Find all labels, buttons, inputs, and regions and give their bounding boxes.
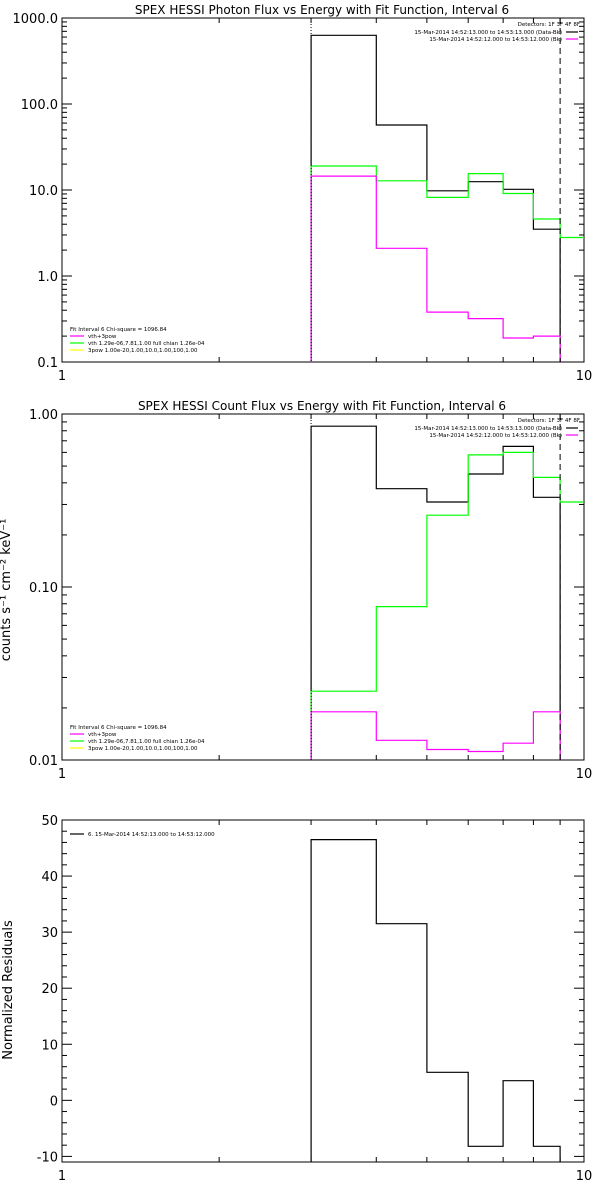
legend-entry-label: vth 1.29e-06,7.81,1.00 full chian 1.26e-… — [88, 739, 205, 745]
legend-entry-label: 15-Mar-2014 14:52:13.000 to 14:53:13.000… — [414, 426, 562, 432]
legend-detectors-1: Detectors: 1F 3F 4F 8F 15-Mar-2014 14:52:… — [414, 22, 580, 43]
y-tick-label: 1000.0 — [13, 12, 59, 27]
series-line-0 — [310, 839, 561, 1162]
series-line-0 — [310, 425, 561, 760]
legend-entry-label: 3pow 1.00e-20,1.00,10.0,1.00,100,1.00 — [88, 746, 198, 752]
chart-title-1: SPEX HESSI Photon Flux vs Energy with Fi… — [135, 3, 509, 17]
plot-frame-3 — [61, 819, 585, 1163]
y-tick-label: 20 — [41, 982, 58, 997]
y-tick-label: 100.0 — [21, 98, 58, 113]
series-line-1 — [310, 165, 584, 362]
legend-entry-label: 15-Mar-2014 14:52:13.000 to 14:53:13.000… — [414, 30, 562, 36]
legend-header: Detectors: 1F 3F 4F 8F — [518, 22, 580, 28]
chart-title-2: SPEX HESSI Count Flux vs Energy with Fit… — [138, 399, 506, 413]
x-tick-label: 10 — [576, 767, 593, 782]
panel-photon-flux: SPEX HESSI Photon Flux vs Energy with Fi… — [13, 3, 593, 384]
series-line-2 — [310, 175, 561, 362]
plot-border — [61, 17, 585, 363]
x-tick-label: 1 — [58, 1169, 66, 1184]
panel-count-flux: SPEX HESSI Count Flux vs Energy with Fit… — [0, 399, 592, 782]
series-group-2 — [310, 425, 584, 760]
reference-lines-2 — [310, 414, 561, 760]
legend-fit-2: Fit Interval 6 Chi-square = 1096.84vth+3… — [70, 725, 205, 752]
series-line-2 — [310, 711, 561, 760]
y-tick-label: 10 — [41, 1038, 58, 1053]
y-tick-label: 0.1 — [37, 356, 58, 371]
x-tick-label: 10 — [576, 1169, 593, 1184]
legend-header: Detectors: 1F 3F 4F 8F — [518, 418, 580, 424]
series-line-1 — [310, 451, 584, 760]
legend-fit-1: Fit Interval 6 Chi-square = 1096.84vth+3… — [70, 327, 205, 354]
y-tick-label: 40 — [41, 870, 58, 885]
legend-header: Fit Interval 6 Chi-square = 1096.84 — [70, 327, 167, 333]
reference-lines-1 — [310, 18, 561, 362]
legend-residuals: 6. 15-Mar-2014 14:52:13.000 to 14:53:12.… — [70, 832, 215, 838]
y-tick-label: 1.0 — [37, 270, 58, 285]
y-tick-label: 0.01 — [29, 754, 58, 769]
x-tick-label: 1 — [58, 369, 66, 384]
y-tick-label: 10.0 — [29, 184, 58, 199]
legend-detectors-2: Detectors: 1F 3F 4F 8F 15-Mar-2014 14:52:… — [414, 418, 580, 439]
legend-entry-label: vth 1.29e-06,7.81,1.00 full chian 1.26e-… — [88, 341, 205, 347]
legend-header: Fit Interval 6 Chi-square = 1096.84 — [70, 725, 167, 731]
plot-frame-2 — [61, 413, 585, 761]
y-tick-label: 50 — [41, 814, 58, 829]
x-tick-label: 10 — [576, 369, 593, 384]
series-group-3 — [310, 839, 561, 1162]
x-tick-label: 1 — [58, 767, 66, 782]
plot-frame-1 — [61, 17, 585, 363]
y-tick-label: 1.00 — [29, 408, 58, 423]
y-axis-label-3: Normalized Residuals — [1, 920, 16, 1060]
axis-ticks-1: 1 10 0.1 1.0 10.0 100.0 1000.0 — [13, 12, 593, 384]
y-tick-label: 0 — [50, 1094, 58, 1109]
axis-ticks-3: 1 10 -10 0 10 20 30 40 50 — [37, 814, 593, 1184]
y-tick-label: 0.10 — [29, 581, 58, 596]
panel-residuals: Normalized Residuals 1 10 -10 0 10 20 30 40 50 6… — [1, 814, 592, 1184]
legend-entry-label: vth+3pow — [88, 732, 117, 738]
legend-entry-label: 6. 15-Mar-2014 14:52:13.000 to 14:53:12.… — [88, 832, 215, 838]
y-axis-label-2: counts s⁻¹ cm⁻² keV⁻¹ — [0, 519, 14, 662]
y-tick-label: -10 — [37, 1150, 58, 1165]
legend-entry-label: 15-Mar-2014 14:52:12.000 to 14:53:12.000… — [429, 37, 562, 43]
plot-border — [61, 819, 585, 1163]
plot-border — [61, 413, 585, 761]
y-tick-label: 30 — [41, 926, 58, 941]
series-line-0 — [310, 34, 561, 362]
legend-entry-label: 3pow 1.00e-20,1.00,10.0,1.00,100,1.00 — [88, 348, 198, 354]
legend-entry-label: 15-Mar-2014 14:52:12.000 to 14:53:12.000… — [429, 433, 562, 439]
legend-entry-label: vth+3pow — [88, 334, 117, 340]
series-group-1 — [310, 34, 584, 362]
